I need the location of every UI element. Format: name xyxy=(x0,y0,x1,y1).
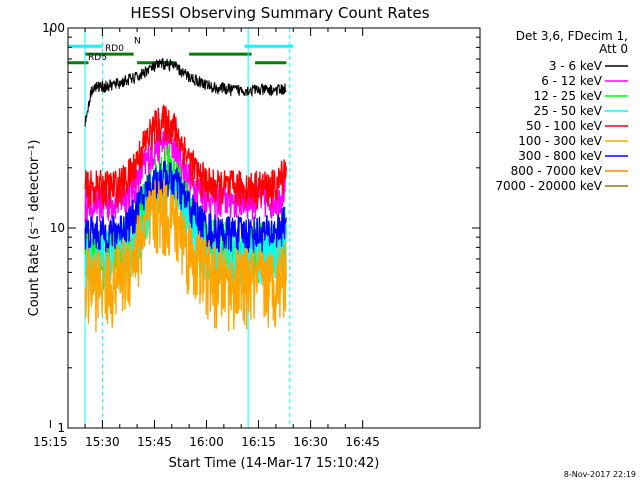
series-line-4 xyxy=(84,104,287,209)
mode-bar-label-5: N xyxy=(134,36,141,46)
x-tick-label-3: 16:00 xyxy=(189,435,224,449)
y-axis-label: Count Rate (s⁻¹ detector⁻¹) xyxy=(27,140,42,317)
legend-label-7: 800 - 7000 keV xyxy=(511,164,603,178)
y-tick-label-2: 100 xyxy=(42,21,65,35)
y-tick-label-0: 1 xyxy=(57,421,65,435)
series-line-5 xyxy=(84,178,287,332)
chart-title: HESSI Observing Summary Count Rates xyxy=(130,4,429,22)
x-tick-label-2: 15:45 xyxy=(137,435,172,449)
legend-label-8: 7000 - 20000 keV xyxy=(495,179,602,193)
y-tick-label-1: 10 xyxy=(50,221,65,235)
x-tick-label-5: 16:30 xyxy=(293,435,328,449)
legend-header-line-2: Att 0 xyxy=(599,42,628,56)
legend-header-line-1: Det 3,6, FDecim 1, xyxy=(516,29,628,43)
x-tick-label-1: 15:30 xyxy=(85,435,120,449)
series-line-0 xyxy=(84,58,287,127)
mode-bar-label-0: RD0 xyxy=(105,44,124,54)
legend-label-0: 3 - 6 keV xyxy=(549,59,603,73)
mode-bar-label-2: RD6 xyxy=(88,53,107,63)
timestamp: 8-Nov-2017 22:19 xyxy=(564,470,636,479)
series-layer xyxy=(84,58,287,332)
legend-label-3: 25 - 50 keV xyxy=(534,104,603,118)
x-tick-label-0: 15:15 xyxy=(33,435,68,449)
x-axis-label: Start Time (14-Mar-17 15:10:42) xyxy=(169,456,380,471)
x-tick-label-6: 16:45 xyxy=(345,435,380,449)
legend-label-1: 6 - 12 keV xyxy=(541,74,603,88)
legend-label-4: 50 - 100 keV xyxy=(526,119,603,133)
legend-label-5: 100 - 300 keV xyxy=(518,134,602,148)
legend-label-2: 12 - 25 keV xyxy=(534,89,603,103)
axes: 1 10 100 15:15 15:30 15:45 16:00 16:15 16:30 16:4… xyxy=(33,21,480,449)
legend-label-6: 300 - 800 keV xyxy=(518,149,602,163)
series-line-6 xyxy=(84,160,287,255)
x-tick-label-4: 16:15 xyxy=(241,435,276,449)
